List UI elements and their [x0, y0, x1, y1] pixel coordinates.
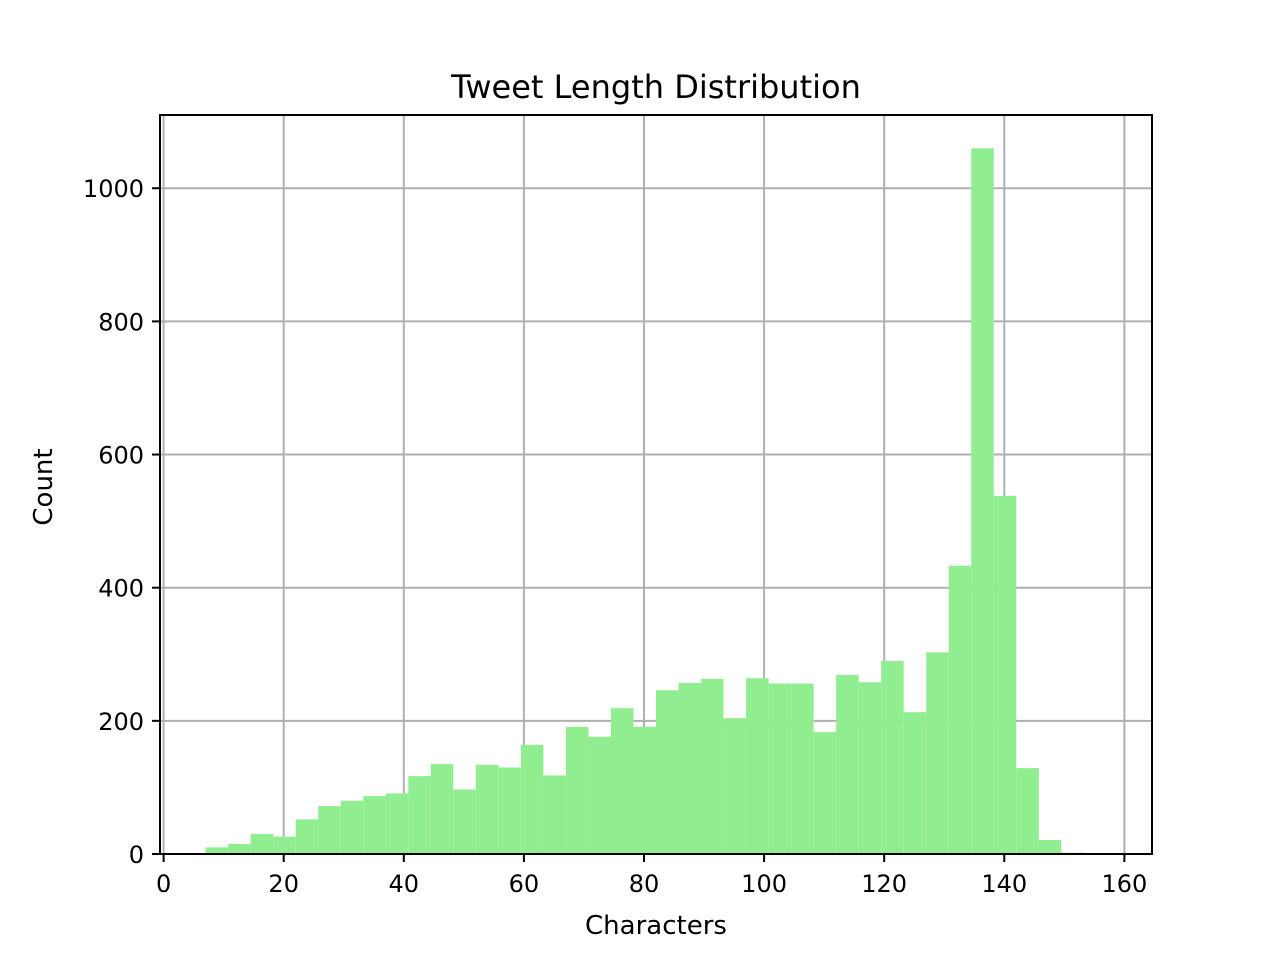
y-tick-label: 800: [98, 308, 144, 336]
histogram-bar: [340, 800, 364, 854]
histogram-bar: [746, 678, 769, 854]
y-tick-label: 400: [98, 575, 144, 603]
x-tick-label: 40: [389, 870, 420, 898]
histogram-bar: [1016, 768, 1039, 854]
histogram-bar: [971, 148, 994, 855]
histogram-bar: [385, 793, 409, 854]
histogram-bar: [228, 844, 251, 854]
histogram-bar: [363, 796, 386, 854]
histogram-bar: [295, 819, 319, 854]
histogram-bar: [701, 678, 724, 854]
plot-frame: [159, 114, 1153, 855]
histogram-bar: [588, 736, 611, 854]
histogram-bar: [768, 683, 792, 854]
histogram-bar: [205, 847, 229, 854]
histogram-bar: [813, 732, 837, 854]
histogram-bar: [881, 660, 904, 854]
chart-title: Tweet Length Distribution: [450, 68, 861, 106]
x-tick-label: 120: [861, 870, 907, 898]
histogram-bar: [498, 767, 521, 854]
x-tick-label: 100: [741, 870, 787, 898]
y-tick-label: 0: [129, 841, 144, 869]
histogram-bar: [903, 712, 927, 854]
histogram-bar: [543, 775, 566, 854]
histogram-bar: [318, 806, 341, 854]
histogram-bar: [633, 726, 656, 854]
histogram-bar: [836, 674, 859, 854]
histogram-bar: [250, 834, 274, 854]
histogram-bar: [926, 652, 949, 854]
histogram-bars: [205, 148, 1084, 855]
histogram-bar: [520, 744, 544, 854]
x-axis-label: Characters: [585, 911, 727, 941]
x-tick-label: 160: [1101, 870, 1147, 898]
histogram-bar: [948, 565, 972, 854]
x-tick-label: 140: [981, 870, 1027, 898]
y-tick-label: 600: [98, 442, 144, 470]
histogram-bar: [430, 764, 454, 854]
histogram-bar: [678, 682, 702, 854]
histogram-bar: [656, 690, 679, 854]
histogram-bar: [565, 726, 589, 854]
histogram-bar: [723, 718, 747, 854]
y-axis-ticks: 0 200 400 600 800 1000: [83, 175, 160, 869]
histogram-bar: [273, 836, 296, 854]
histogram-bar: [475, 764, 499, 854]
x-tick-label: 0: [156, 870, 171, 898]
histogram-bar: [858, 682, 882, 854]
y-axis-label: Count: [29, 448, 59, 525]
x-tick-label: 80: [629, 870, 660, 898]
y-tick-label: 200: [98, 708, 144, 736]
x-tick-label: 60: [509, 870, 540, 898]
histogram-bar: [453, 789, 476, 854]
x-axis-ticks: 0 20 40 60 80 100 120 140 160: [156, 854, 1147, 898]
histogram-bar: [610, 708, 634, 854]
histogram-bar: [408, 776, 431, 854]
histogram-bar: [1038, 840, 1062, 854]
y-tick-label: 1000: [83, 175, 144, 203]
histogram-bar: [993, 495, 1017, 854]
histogram-bar: [791, 683, 814, 854]
x-tick-label: 20: [268, 870, 299, 898]
